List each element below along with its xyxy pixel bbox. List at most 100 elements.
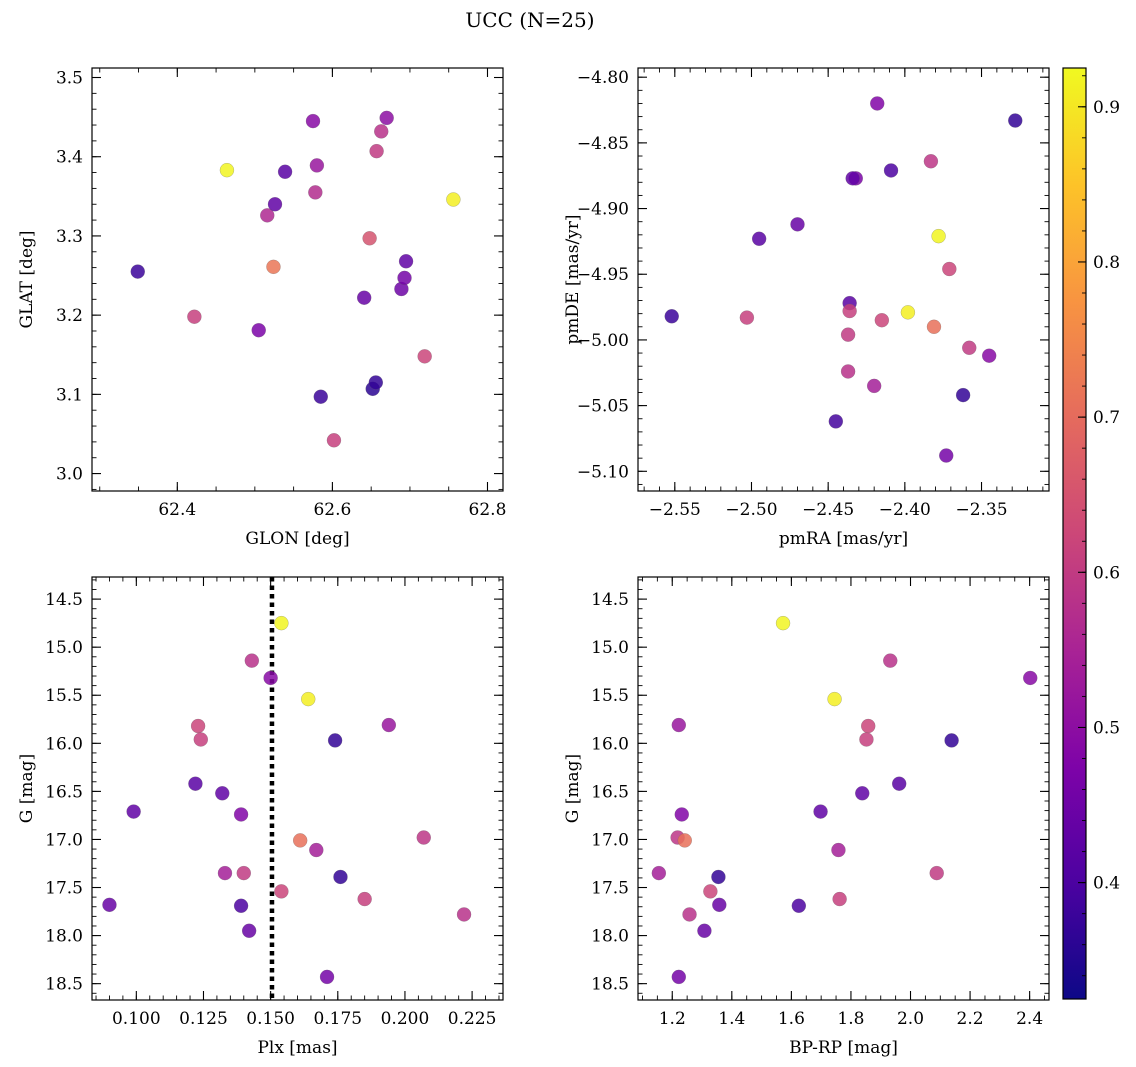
- y-tick-label: 18.0: [45, 927, 83, 947]
- data-point: [309, 158, 325, 173]
- colorbar-gradient: [1062, 67, 1087, 1000]
- axes-frame: [91, 67, 504, 492]
- data-point: [981, 348, 997, 363]
- data-point: [188, 776, 203, 791]
- y-tick-label: 3.1: [56, 385, 83, 405]
- data-point: [369, 143, 384, 159]
- glon-glat-panel: 62.4 62.6 62.8 3.0 3.1 3.2 3.3 3.4 3.5 GLON [deg]…: [17, 67, 507, 549]
- y-tick-label: 3.5: [56, 69, 83, 89]
- scatter-points: [130, 110, 461, 448]
- data-point: [891, 776, 907, 791]
- data-point: [813, 804, 828, 819]
- data-point: [263, 670, 278, 686]
- colorbar-tick-label: 0.6: [1093, 563, 1120, 583]
- x-tick-label: 0.225: [448, 1009, 497, 1029]
- data-point: [244, 653, 260, 668]
- x-axis-label: GLON [deg]: [245, 529, 349, 549]
- data-point: [187, 309, 202, 324]
- ticks: [92, 68, 503, 491]
- x-tick-label: 1.6: [778, 1009, 805, 1029]
- data-point: [712, 897, 727, 913]
- colorbar-tick-label: 0.7: [1093, 408, 1120, 428]
- data-point: [446, 192, 461, 207]
- data-point: [193, 732, 208, 747]
- x-tick-label: 62.4: [158, 500, 196, 520]
- x-tick-label: 1.4: [718, 1009, 745, 1029]
- data-point: [309, 842, 324, 858]
- data-point: [926, 319, 942, 334]
- data-point: [301, 691, 316, 707]
- data-point: [308, 185, 323, 200]
- data-point: [651, 865, 667, 881]
- y-tick-label: 18.5: [45, 975, 83, 995]
- x-tick-label: −2.50: [725, 500, 777, 520]
- y-tick-label: 16.0: [591, 734, 629, 754]
- data-point: [356, 290, 372, 305]
- colorbar: 0.4 0.5 0.6 0.7 0.8 0.9: [1062, 67, 1120, 1000]
- data-point: [751, 231, 767, 246]
- data-point: [215, 786, 230, 801]
- data-point: [828, 414, 844, 429]
- data-point: [831, 842, 846, 858]
- colorbar-tick-label: 0.8: [1093, 253, 1120, 273]
- x-tick-label: 2.0: [897, 1009, 924, 1029]
- x-tick-label: 0.175: [313, 1009, 362, 1029]
- y-tick-label: −5.10: [577, 462, 629, 482]
- data-point: [126, 804, 141, 819]
- data-point: [671, 717, 687, 733]
- y-tick-label: 14.5: [591, 590, 629, 610]
- y-tick-label: −4.95: [577, 265, 629, 285]
- y-tick-label: 16.5: [45, 782, 83, 802]
- pmra-pmde-panel: −2.55 −2.50 −2.45 −2.40 −2.35 −5.10 −5.05 −5.00…: [563, 67, 1050, 549]
- data-point: [326, 433, 342, 448]
- data-point: [260, 208, 275, 223]
- x-tick-label: 0.100: [112, 1009, 161, 1029]
- data-point: [251, 322, 266, 338]
- data-point: [327, 733, 343, 748]
- data-point: [381, 717, 397, 733]
- x-tick-label: −2.40: [879, 500, 931, 520]
- x-axis-label: Plx [mas]: [257, 1038, 337, 1058]
- x-tick-label: −2.55: [649, 500, 701, 520]
- data-point: [305, 113, 321, 129]
- ticks: [638, 577, 1049, 1000]
- data-point: [883, 163, 899, 178]
- data-point: [313, 389, 328, 404]
- data-point: [942, 261, 957, 277]
- y-tick-label: 15.0: [591, 638, 629, 658]
- data-point: [1023, 670, 1038, 686]
- data-point: [362, 231, 377, 246]
- data-point: [703, 884, 718, 899]
- colorbar-tick-label: 0.5: [1093, 718, 1120, 738]
- axes-frame: [637, 576, 1050, 1001]
- x-tick-label: −2.35: [955, 500, 1007, 520]
- data-point: [130, 264, 145, 279]
- data-point: [955, 387, 971, 403]
- data-point: [790, 217, 805, 232]
- data-point: [861, 718, 876, 734]
- scatter-points: [102, 615, 472, 985]
- data-point: [677, 833, 692, 848]
- data-point: [840, 364, 856, 379]
- y-tick-label: 17.5: [45, 879, 83, 899]
- y-tick-label: −4.90: [577, 200, 629, 220]
- y-axis-label: GLAT [deg]: [17, 230, 37, 328]
- data-point: [944, 733, 959, 748]
- y-tick-label: −4.85: [577, 134, 629, 154]
- data-point: [866, 378, 882, 394]
- scatter-points: [664, 96, 1023, 463]
- data-point: [357, 891, 372, 907]
- x-tick-label: 62.8: [469, 500, 507, 520]
- bprp-g-panel: 1.2 1.4 1.6 1.8 2.0 2.2 2.4 14.5 15.0 15.5 16.0 16.…: [563, 576, 1050, 1058]
- scatter-points: [651, 615, 1038, 985]
- data-point: [217, 865, 233, 881]
- data-point: [711, 869, 726, 885]
- data-point: [397, 270, 412, 286]
- data-point: [900, 305, 916, 320]
- data-point: [368, 375, 384, 390]
- y-tick-label: −5.00: [577, 331, 629, 351]
- y-tick-label: 3.0: [56, 465, 83, 485]
- data-point: [697, 923, 712, 938]
- data-point: [775, 615, 791, 631]
